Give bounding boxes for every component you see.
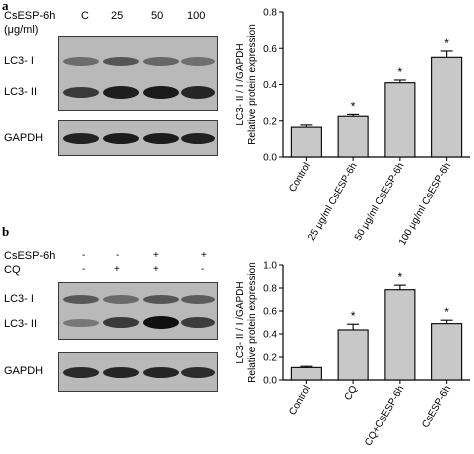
panel-a-lane-label: 50 — [151, 10, 164, 22]
treatment-sign: + — [114, 264, 120, 275]
x-tick-label: Control — [287, 161, 313, 194]
lc3-i-label: LC3- I — [4, 293, 34, 305]
y-tick-label: 0.2 — [263, 116, 277, 127]
significance-marker: * — [444, 305, 449, 319]
y-tick-label: 1.0 — [263, 261, 277, 272]
lc3-i-band — [63, 295, 99, 304]
panel-a-letter: a — [2, 0, 9, 13]
significance-marker: * — [398, 270, 403, 284]
y-tick-label: 0.0 — [263, 153, 277, 164]
lc3-i-band — [143, 57, 179, 66]
lc3-ii-band — [63, 87, 99, 98]
x-tick-label: 50 μg/ml CsESP-6h — [353, 161, 407, 243]
panel-a-gapdh-blot — [58, 120, 218, 156]
y-tick-label: 0.4 — [263, 330, 277, 341]
bar — [290, 366, 322, 381]
treatment-sign: - — [82, 264, 86, 275]
bar — [290, 126, 322, 158]
x-tick-label: CsESP-6h — [420, 384, 453, 430]
panel-a-treatment-label: CsESP-6h — [4, 10, 56, 22]
panel-a-unit-label: (μg/ml) — [4, 24, 39, 36]
lc3-ii-label: LC3- II — [4, 318, 38, 330]
gapdh-band — [143, 367, 179, 378]
x-tick-label: Control — [287, 384, 313, 417]
lc3-i-band — [143, 295, 179, 304]
lc3-ii-band — [103, 86, 139, 99]
significance-marker: * — [398, 65, 403, 79]
x-tick-label: 25 μg/ml CsESP-6h — [306, 161, 360, 243]
y-axis-label: LC3- II / I /GAPDH — [235, 43, 246, 125]
lc3-ii-band — [181, 86, 215, 99]
y-tick-label: 0.8 — [263, 284, 277, 295]
cs-esp-row-label: CsESP-6h — [4, 250, 56, 262]
lc3-i-label: LC3- I — [4, 55, 34, 67]
treatment-sign: - — [82, 250, 86, 261]
lc3-i-band — [181, 295, 215, 304]
lc3-i-band — [103, 57, 139, 66]
panel-b-lc3-blot — [58, 282, 218, 340]
panel-b-letter: b — [2, 224, 10, 239]
y-axis-label: Relative protein expression — [247, 24, 258, 145]
y-tick-label: 0.4 — [263, 80, 277, 91]
y-tick-label: 0.6 — [263, 307, 277, 318]
lc3-ii-band — [143, 316, 179, 329]
gapdh-band — [63, 367, 99, 378]
lc3-ii-band — [103, 317, 139, 328]
x-tick-label: 100 μg/ml CsESP-6h — [397, 161, 453, 248]
significance-marker: * — [351, 99, 356, 113]
bar — [337, 115, 369, 158]
x-tick-label: CQ+CsESP-6h — [363, 384, 406, 448]
lc3-i-band — [181, 57, 215, 66]
bar — [384, 289, 416, 381]
y-tick-label: 0.0 — [263, 376, 277, 387]
significance-marker: * — [444, 36, 449, 50]
significance-marker: * — [351, 309, 356, 323]
panel-a-lane-label: 100 — [187, 10, 206, 22]
bar — [431, 323, 463, 381]
panel-a-lc3-blot — [58, 36, 218, 111]
gapdh-label: GAPDH — [4, 365, 44, 377]
y-tick-label: 0.6 — [263, 44, 277, 55]
gapdh-label: GAPDH — [4, 132, 44, 144]
bar — [431, 56, 463, 158]
treatment-sign: + — [153, 264, 159, 275]
y-axis-label: LC3- II / I /GAPDH — [235, 281, 246, 363]
gapdh-band — [181, 367, 215, 378]
lc3-ii-band — [143, 86, 179, 99]
cq-row-label: CQ — [4, 264, 21, 276]
lc3-ii-band — [63, 319, 99, 327]
bar — [384, 82, 416, 158]
y-tick-label: 0.8 — [263, 8, 277, 19]
panel-b-gapdh-blot — [58, 352, 218, 392]
treatment-sign: + — [153, 250, 159, 261]
gapdh-band — [103, 133, 139, 144]
gapdh-band — [63, 133, 99, 144]
panel-a-lane-label: 25 — [111, 10, 124, 22]
treatment-sign: - — [201, 264, 205, 275]
y-tick-label: 0.2 — [263, 353, 277, 364]
gapdh-band — [143, 133, 179, 144]
x-tick-label: CQ — [343, 384, 360, 403]
gapdh-band — [181, 133, 215, 144]
treatment-sign: - — [116, 250, 120, 261]
y-axis-label: Relative protein expression — [247, 262, 258, 383]
bar — [337, 329, 369, 381]
panel-a-lane-label: C — [81, 10, 89, 22]
lc3-ii-label: LC3- II — [4, 86, 38, 98]
treatment-sign: + — [201, 250, 207, 261]
lc3-ii-band — [181, 317, 215, 328]
gapdh-band — [103, 367, 139, 378]
lc3-i-band — [103, 295, 139, 304]
lc3-i-band — [63, 57, 99, 66]
